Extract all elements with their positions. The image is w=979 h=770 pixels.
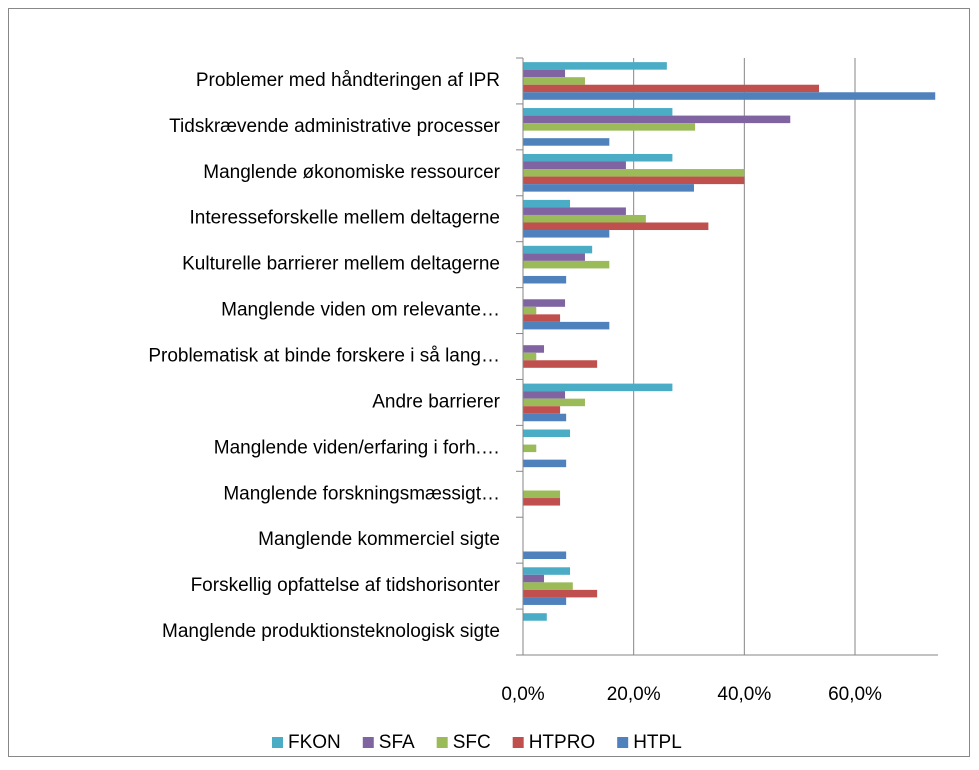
bar — [523, 383, 673, 392]
legend-swatch — [362, 737, 374, 748]
legend-label: FKON — [288, 732, 341, 753]
x-tick-label: 0,0% — [501, 684, 544, 705]
bar — [523, 214, 646, 223]
bar — [523, 169, 745, 177]
bar — [523, 352, 537, 361]
bar — [523, 176, 745, 185]
bar — [523, 92, 936, 100]
bar — [523, 574, 545, 583]
bar — [523, 199, 571, 208]
y-tick-label: Forskellig opfattelse af tidshorisonter — [191, 575, 501, 596]
bar — [523, 360, 598, 368]
legend-label: SFC — [453, 732, 491, 753]
y-tick-label: Problemer med håndteringen af IPR — [196, 70, 500, 91]
bar — [523, 222, 709, 231]
bar — [523, 413, 567, 422]
bar — [523, 275, 567, 284]
bar — [523, 161, 626, 170]
bar — [523, 321, 610, 330]
bar — [523, 589, 598, 598]
bar — [523, 306, 537, 315]
bar — [523, 459, 567, 468]
legend-swatch — [436, 737, 448, 748]
bar — [523, 138, 610, 146]
bar — [523, 597, 567, 605]
y-tick-label: Manglende kommerciel sigte — [258, 529, 500, 550]
bar — [523, 406, 561, 414]
bar — [523, 245, 593, 254]
y-tick-label: Kulturelle barrierer mellem deltagerne — [182, 254, 500, 275]
x-tick-label: 40,0% — [717, 684, 771, 705]
y-tick-label: Interesseforskelle mellem deltagerne — [190, 208, 501, 229]
bar — [523, 260, 610, 269]
x-tick-label: 60,0% — [828, 684, 882, 705]
bar — [523, 498, 561, 506]
chart-frame — [8, 8, 970, 757]
bar — [523, 613, 547, 621]
y-tick-label: Manglende viden/erfaring i forh.… — [214, 437, 500, 458]
bar — [523, 230, 610, 238]
bar — [523, 551, 567, 560]
bar — [523, 207, 626, 215]
legend-label: SFA — [379, 732, 415, 753]
y-tick-label: Manglende forskningsmæssigt… — [223, 483, 500, 504]
y-tick-label: Manglende produktionsteknologisk sigte — [162, 621, 500, 642]
bar — [523, 490, 561, 499]
bar — [523, 391, 566, 399]
bar — [523, 115, 791, 124]
bar — [523, 62, 667, 70]
bar — [523, 77, 585, 85]
legend-swatch — [617, 737, 629, 748]
bar — [523, 567, 571, 575]
legend-swatch — [272, 737, 283, 748]
x-tick-label: 20,0% — [607, 684, 661, 705]
bar — [523, 398, 585, 407]
bar — [523, 84, 820, 93]
bar — [523, 108, 673, 116]
bar — [523, 345, 545, 353]
legend-label: HTPRO — [529, 732, 596, 753]
bar — [523, 253, 585, 261]
bar — [523, 69, 566, 78]
bar — [523, 444, 537, 453]
y-tick-label: Manglende økonomiske ressourcer — [203, 162, 500, 183]
bar — [523, 429, 571, 438]
legend-label: HTPL — [633, 732, 682, 753]
bar — [523, 153, 673, 162]
legend-swatch — [512, 737, 524, 748]
bar — [523, 582, 573, 590]
y-tick-label: Tidskrævende administrative processer — [169, 116, 501, 137]
bar — [523, 184, 694, 192]
bar — [523, 314, 561, 322]
y-tick-label: Problematisk at binde forskere i så lang… — [148, 346, 500, 367]
bar — [523, 123, 696, 131]
y-tick-label: Manglende viden om relevante… — [221, 300, 500, 321]
y-tick-label: Andre barrierer — [372, 391, 500, 412]
bar — [523, 299, 566, 307]
